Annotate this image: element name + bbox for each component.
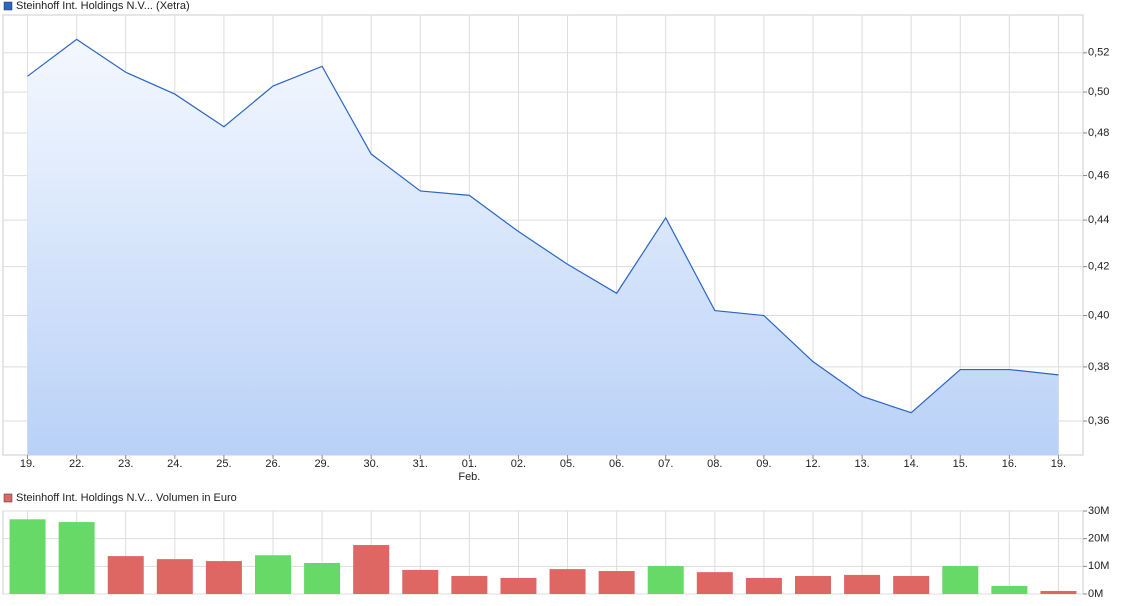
legend-label: Steinhoff Int. Holdings N.V... (Xetra) <box>16 0 190 12</box>
bar <box>844 574 881 594</box>
y-tick-label: 0,46 <box>1088 169 1109 181</box>
bar <box>598 571 635 594</box>
bar <box>991 585 1028 594</box>
x-tick-label: 12. <box>805 458 820 470</box>
bar <box>942 566 979 594</box>
x-tick-label: 24. <box>167 458 182 470</box>
y-tick-label: 0,48 <box>1088 127 1109 139</box>
x-tick-label: 31. <box>413 458 428 470</box>
bar <box>353 545 390 594</box>
bar <box>696 572 733 594</box>
x-tick-sublabel: Feb. <box>458 471 480 483</box>
x-tick-label: 09. <box>756 458 771 470</box>
y-tick-label: 0,42 <box>1088 261 1109 273</box>
bar <box>451 576 488 594</box>
x-tick-label: 08. <box>707 458 722 470</box>
x-tick-label: 07. <box>658 458 673 470</box>
x-tick-label: 19. <box>20 458 35 470</box>
x-tick-label: 02. <box>511 458 526 470</box>
y-tick-label: 0,50 <box>1088 86 1109 98</box>
bar <box>745 577 782 594</box>
bar <box>647 566 684 594</box>
x-tick-label: 19. <box>1051 458 1066 470</box>
bar <box>500 577 537 594</box>
area-fill <box>27 39 1059 455</box>
y-tick-label: 30M <box>1088 505 1109 517</box>
x-tick-label: 30. <box>364 458 379 470</box>
bar <box>304 563 341 594</box>
bar <box>156 559 193 594</box>
y-tick-label: 0M <box>1088 588 1103 600</box>
line <box>27 38 1059 414</box>
x-tick-label: 05. <box>560 458 575 470</box>
x-tick-label: 15. <box>953 458 968 470</box>
y-tick-label: 0,36 <box>1088 415 1109 427</box>
x-tick-label: 16. <box>1002 458 1017 470</box>
bar <box>58 522 95 594</box>
bar <box>795 576 831 594</box>
x-tick-label: 06. <box>609 458 624 470</box>
x-tick-label: 22. <box>69 458 84 470</box>
x-tick-label: 23. <box>118 458 133 470</box>
x-tick-label: 29. <box>314 458 329 470</box>
legend-swatch <box>3 493 13 503</box>
x-tick-label: 13. <box>854 458 869 470</box>
x-tick-label: 01. <box>462 458 477 470</box>
bar <box>1040 590 1077 594</box>
x-tick-label: 26. <box>265 458 280 470</box>
bar <box>255 555 291 594</box>
y-tick-label: 0,38 <box>1088 361 1109 373</box>
bar <box>9 519 46 594</box>
y-tick-label: 10M <box>1088 560 1109 572</box>
y-tick-label: 20M <box>1088 533 1109 545</box>
bar <box>402 569 439 594</box>
bar <box>205 561 242 594</box>
legend-swatch <box>3 1 13 11</box>
y-tick-label: 0,40 <box>1088 309 1109 321</box>
x-tick-label: 25. <box>216 458 231 470</box>
bar <box>549 569 586 594</box>
x-tick-label: 14. <box>904 458 919 470</box>
legend-label: Steinhoff Int. Holdings N.V... Volumen i… <box>16 492 237 504</box>
bar <box>107 556 144 594</box>
bar <box>893 576 930 594</box>
y-tick-label: 0,52 <box>1088 47 1109 59</box>
y-tick-label: 0,44 <box>1088 214 1109 226</box>
